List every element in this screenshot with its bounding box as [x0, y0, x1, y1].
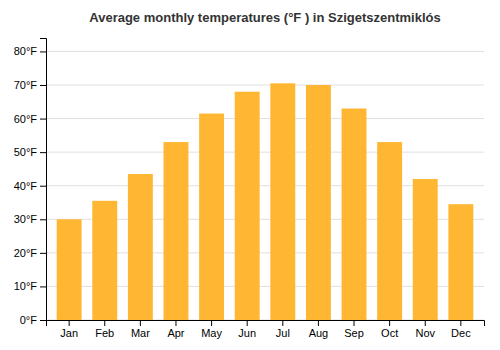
bar	[448, 204, 473, 320]
x-tick-mark	[460, 320, 461, 326]
grid-line	[46, 85, 484, 86]
x-tick-mark	[175, 320, 176, 326]
y-tick: 0°F	[20, 314, 46, 326]
y-tick: 20°F	[14, 247, 46, 259]
x-tick-label: May	[201, 327, 222, 339]
y-tick-mark	[40, 253, 46, 254]
x-tick: May	[201, 320, 222, 339]
x-tick-label: Jul	[276, 327, 290, 339]
x-tick-label: Mar	[131, 327, 150, 339]
y-tick-mark	[40, 186, 46, 187]
grid-line	[46, 118, 484, 119]
x-tick: Mar	[131, 320, 150, 339]
y-axis: 0°F 10°F 20°F 30°F 40°F 50°F 60°F 70°F 80°F	[14, 39, 47, 327]
x-tick-label: Jun	[238, 327, 256, 339]
y-tick-mark	[40, 320, 46, 321]
x-tick-mark	[211, 320, 212, 326]
x-tick: Jan	[60, 320, 78, 339]
x-tick-label: Sep	[344, 327, 364, 339]
x-tick-mark	[282, 320, 283, 326]
y-tick: 80°F	[14, 45, 46, 57]
chart: Jan Feb Mar Apr May Jun Jul Aug Sep Oct Nov Dec 0°F 1…	[0, 0, 500, 350]
x-tick-mark	[318, 320, 319, 326]
bar	[57, 219, 82, 320]
x-tick-label: Nov	[415, 327, 435, 339]
x-tick: Aug	[309, 320, 329, 339]
bar	[235, 92, 260, 320]
bars	[57, 83, 474, 320]
y-tick: 30°F	[14, 213, 46, 225]
x-tick: Nov	[415, 320, 435, 339]
x-tick-mark	[247, 320, 248, 326]
x-tick: Apr	[167, 320, 184, 339]
y-tick: 60°F	[14, 113, 46, 125]
y-tick-label: 20°F	[14, 247, 38, 259]
bar	[199, 114, 224, 320]
x-tick-label: Jan	[60, 327, 78, 339]
y-tick-mark	[40, 119, 46, 120]
x-tick-mark	[354, 320, 355, 326]
x-tick: Jun	[238, 320, 256, 339]
bar	[164, 142, 189, 320]
y-tick-label: 60°F	[14, 113, 38, 125]
x-tick: Jul	[276, 320, 290, 339]
x-tick-label: Dec	[451, 327, 471, 339]
grid-line	[46, 152, 484, 153]
x-axis-line	[47, 321, 485, 327]
x-tick-label: Apr	[167, 327, 184, 339]
x-tick-mark	[140, 320, 141, 326]
y-tick: 70°F	[14, 79, 46, 91]
x-tick: Oct	[381, 320, 398, 339]
y-tick: 40°F	[14, 180, 46, 192]
y-axis-line	[40, 39, 47, 321]
y-tick-label: 70°F	[14, 79, 38, 91]
y-tick-label: 0°F	[20, 314, 38, 326]
y-tick-label: 40°F	[14, 180, 38, 192]
x-tick: Feb	[95, 320, 114, 339]
x-tick: Sep	[344, 320, 364, 339]
y-tick-label: 50°F	[14, 146, 38, 158]
y-tick-mark	[40, 286, 46, 287]
x-tick-mark	[389, 320, 390, 326]
x-tick: Dec	[451, 320, 471, 339]
y-tick: 10°F	[14, 280, 46, 292]
bar	[270, 83, 295, 320]
x-tick-mark	[69, 320, 70, 326]
y-tick-mark	[40, 152, 46, 153]
y-tick-mark	[40, 51, 46, 52]
bar	[92, 201, 117, 320]
x-tick-mark	[104, 320, 105, 326]
bar	[306, 85, 331, 320]
x-tick-mark	[425, 320, 426, 326]
grid-line	[46, 51, 484, 52]
y-tick: 50°F	[14, 146, 46, 158]
y-tick-mark	[40, 85, 46, 86]
y-tick-label: 30°F	[14, 213, 38, 225]
y-tick-mark	[40, 219, 46, 220]
grid	[46, 51, 484, 320]
plot: Jan Feb Mar Apr May Jun Jul Aug Sep Oct Nov Dec 0°F 1…	[14, 39, 485, 339]
title: Average monthly temperatures (°F ) in Sz…	[89, 10, 440, 25]
bar	[342, 109, 367, 321]
bar	[377, 142, 402, 320]
bar	[413, 179, 438, 320]
y-tick-label: 10°F	[14, 280, 38, 292]
y-tick-label: 80°F	[14, 45, 38, 57]
x-tick-label: Aug	[309, 327, 329, 339]
bar	[128, 174, 153, 320]
x-tick-label: Oct	[381, 327, 398, 339]
x-tick-label: Feb	[95, 327, 114, 339]
x-axis: Jan Feb Mar Apr May Jun Jul Aug Sep Oct Nov Dec	[47, 320, 485, 339]
